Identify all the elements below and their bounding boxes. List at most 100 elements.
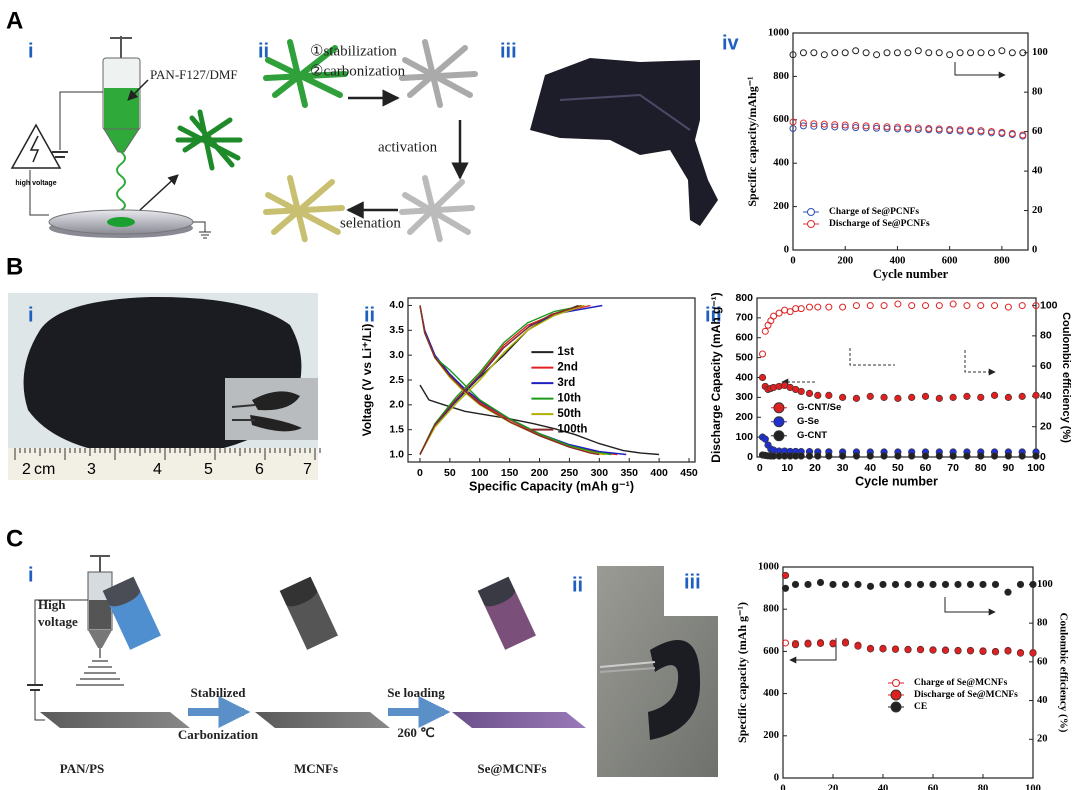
- data-point: [867, 393, 874, 400]
- axis-arrow: [965, 350, 995, 372]
- step-label: activation: [378, 139, 438, 155]
- data-point: [980, 581, 987, 588]
- data-point: [880, 646, 887, 653]
- y2-tick-label: 60: [1032, 126, 1043, 137]
- plot-frame: [793, 33, 1028, 250]
- y-axis-label: Specific capacity (mAh g⁻¹): [735, 602, 749, 743]
- y-tick-label: 300: [735, 391, 753, 403]
- data-point: [814, 392, 821, 399]
- legend-label: Discharge of Se@PCNFs: [829, 219, 930, 229]
- y2-tick-label: 60: [1040, 360, 1052, 372]
- legend-label: 100th: [557, 424, 587, 436]
- data-point: [880, 581, 887, 588]
- legend-label: G-CNT: [797, 430, 827, 441]
- y-axis-label: Specific capacity/mAhg⁻¹: [745, 76, 759, 207]
- sub-label: iv: [722, 32, 740, 54]
- sub-label: i: [28, 564, 34, 586]
- data-point: [782, 572, 789, 579]
- data-point: [787, 309, 793, 315]
- panel-label: C: [6, 525, 23, 552]
- x-tick-label: 100: [1025, 783, 1041, 790]
- voltage-label: high voltage: [15, 180, 56, 187]
- x-tick-label: 10: [782, 462, 794, 474]
- x-axis-label: Specific Capacity (mAh g⁻¹): [469, 479, 634, 493]
- x-tick-label: 80: [975, 462, 987, 474]
- data-point: [881, 303, 887, 309]
- x-tick-label: 350: [620, 467, 638, 479]
- y2-tick-label: 20: [1037, 734, 1048, 745]
- data-point: [991, 453, 998, 460]
- data-point: [917, 646, 924, 653]
- voltage-label: voltage: [38, 614, 78, 629]
- data-point: [821, 52, 827, 58]
- y-tick-label: 100: [735, 431, 753, 443]
- product-label: PAN/PS: [60, 761, 105, 776]
- data-point: [942, 647, 949, 654]
- data-point: [942, 581, 949, 588]
- data-point: [936, 303, 942, 309]
- data-point: [863, 50, 869, 56]
- data-point: [782, 585, 789, 592]
- x-axis-label: Cycle number: [873, 267, 949, 281]
- data-point: [826, 453, 833, 460]
- data-point: [977, 453, 984, 460]
- data-point: [978, 303, 984, 309]
- product-label: Se@MCNFs: [477, 761, 546, 776]
- ruler-label: 3: [87, 461, 96, 478]
- data-point: [1005, 304, 1011, 310]
- x-tick-label: 0: [790, 255, 795, 266]
- data-point: [874, 52, 880, 58]
- data-point: [978, 50, 984, 56]
- data-point: [1017, 650, 1024, 657]
- data-point: [798, 453, 805, 460]
- y-tick-label: 4.0: [389, 299, 404, 311]
- y2-tick-label: 0: [1040, 451, 1046, 463]
- x-tick-label: 0: [417, 467, 423, 479]
- y2-axis-label: Coulombic efficiency (%): [1060, 312, 1072, 443]
- data-point: [826, 304, 832, 310]
- x-tick-label: 200: [837, 255, 853, 266]
- plot: 0102030405060708090100010020030040050060…: [709, 292, 1072, 489]
- data-point: [936, 395, 943, 402]
- data-point: [814, 453, 821, 460]
- x-tick-label: 450: [680, 467, 698, 479]
- data-point: [917, 581, 924, 588]
- ruler-label: 2: [22, 461, 31, 478]
- data-point: [1005, 648, 1012, 655]
- sub-label: ii: [258, 40, 269, 62]
- data-point: [936, 453, 943, 460]
- x-tick-label: 600: [942, 255, 958, 266]
- data-point: [1030, 581, 1037, 588]
- data-point: [988, 50, 994, 56]
- data-point: [1005, 394, 1012, 401]
- x-tick-label: 100: [471, 467, 489, 479]
- panel-label: A: [6, 7, 23, 34]
- data-point: [936, 50, 942, 56]
- x-tick-label: 60: [920, 462, 932, 474]
- data-point: [905, 581, 912, 588]
- data-point: [1019, 303, 1025, 309]
- axis-arrow: [955, 62, 1005, 75]
- data-point: [771, 313, 777, 319]
- series-line: [420, 306, 617, 455]
- x-tick-label: 90: [1003, 462, 1015, 474]
- data-point: [805, 581, 812, 588]
- data-point: [839, 453, 846, 460]
- data-point: [815, 304, 821, 310]
- data-point: [811, 50, 817, 56]
- step-label: Se loading: [387, 685, 445, 700]
- x-tick-label: 70: [947, 462, 959, 474]
- panel-label: B: [6, 253, 23, 280]
- y-tick-label: 2.5: [389, 374, 404, 386]
- data-point: [826, 392, 833, 399]
- legend-label: CE: [914, 702, 927, 712]
- y-tick-label: 3.5: [389, 324, 404, 336]
- data-point: [992, 581, 999, 588]
- sub-label: ii: [364, 304, 375, 326]
- y2-tick-label: 20: [1032, 205, 1043, 216]
- legend-swatch: [808, 209, 815, 216]
- series-line: [420, 385, 659, 455]
- solution-label: PAN-F127/DMF: [150, 67, 238, 82]
- y2-tick-label: 80: [1037, 618, 1048, 629]
- data-point: [806, 304, 812, 310]
